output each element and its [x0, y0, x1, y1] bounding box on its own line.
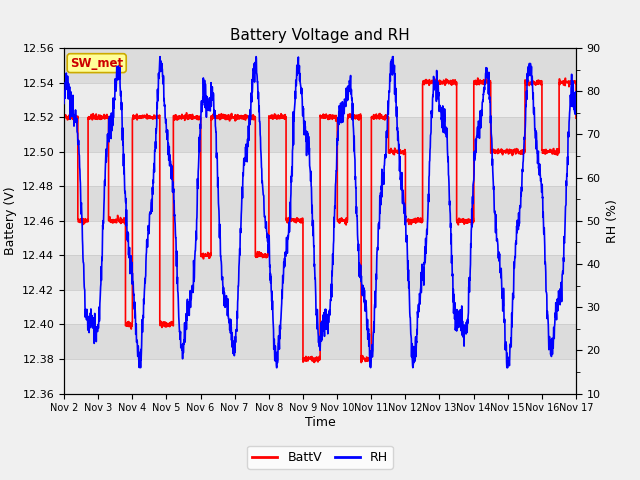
Y-axis label: Battery (V): Battery (V): [4, 187, 17, 255]
X-axis label: Time: Time: [305, 416, 335, 429]
Bar: [64, 255, 576, 290]
Legend: BattV, RH: BattV, RH: [248, 446, 392, 469]
Bar: [64, 152, 576, 186]
Bar: [64, 48, 576, 83]
Bar: [64, 324, 576, 359]
Text: SW_met: SW_met: [70, 57, 124, 70]
Bar: [64, 290, 576, 324]
Y-axis label: RH (%): RH (%): [606, 199, 619, 243]
Title: Battery Voltage and RH: Battery Voltage and RH: [230, 28, 410, 43]
Bar: [64, 221, 576, 255]
Bar: [64, 186, 576, 221]
Bar: [64, 359, 576, 394]
Bar: [64, 83, 576, 117]
Bar: [64, 117, 576, 152]
